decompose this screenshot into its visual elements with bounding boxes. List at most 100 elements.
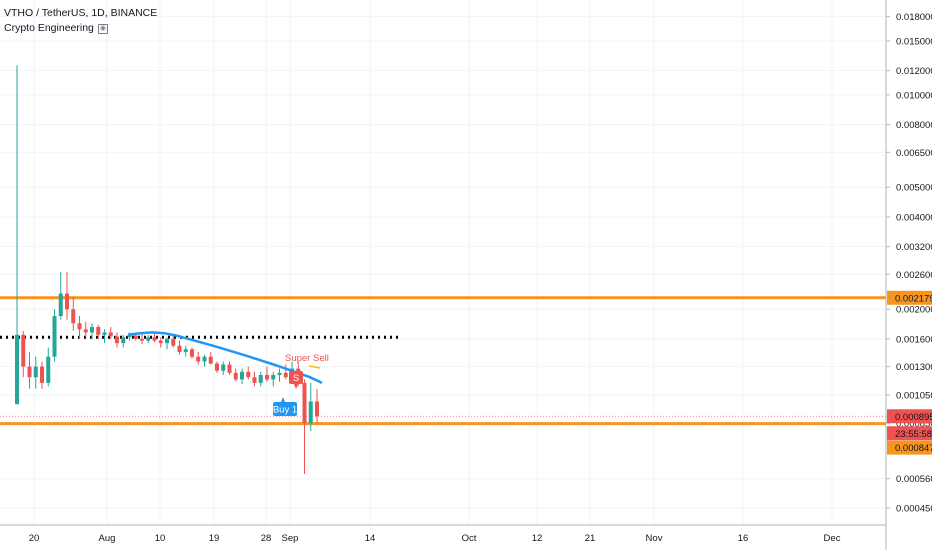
buy-tag-box [273, 402, 297, 416]
candle-body [215, 363, 219, 371]
candle-body [52, 316, 57, 357]
price-tick-label: 0.010000 [896, 90, 932, 101]
indicator-row[interactable]: Crypto Engineering ◉ [4, 21, 157, 36]
candle-body [315, 401, 319, 417]
super-sell-label: Super Sell [285, 353, 329, 364]
candle-body [202, 356, 207, 362]
candle-body [177, 345, 182, 353]
candle-body [58, 293, 63, 317]
candle-body [115, 336, 119, 344]
candle-body [265, 375, 269, 380]
symbol-title: VTHO / TetherUS, 1D, BINANCE [4, 7, 158, 19]
sell-tag-label: S [293, 373, 299, 384]
price-tick-label: 0.012000 [896, 66, 932, 77]
candle-body [190, 349, 194, 357]
ma-layer [127, 331, 323, 385]
time-tick-label: Oct [462, 533, 477, 544]
annotation-layer: Super Sell S Buy 1 [273, 353, 329, 416]
price-tick-label: 0.005000 [896, 183, 932, 194]
candle-body [77, 323, 82, 330]
symbol-row[interactable]: VTHO / TetherUS, 1D, BINANCE [4, 6, 157, 21]
price-tick-label: 0.000560 [896, 474, 932, 485]
candle-body [65, 293, 69, 310]
buy-tag-pointer [281, 397, 285, 402]
candle-body [308, 401, 313, 424]
eye-icon[interactable]: ◉ [97, 23, 108, 34]
support-price-tag-box [887, 440, 932, 455]
candle-body [152, 337, 157, 341]
candle-body [96, 326, 101, 335]
time-tick-label: Sep [282, 533, 299, 544]
candle-body [165, 338, 169, 344]
price-tick-label: 0.002000 [896, 305, 932, 316]
candle-body [208, 356, 213, 364]
time-tick-label: 14 [365, 533, 376, 544]
time-tick-label: 20 [29, 533, 40, 544]
grid-layer [0, 0, 885, 525]
time-tick-label: 19 [209, 533, 220, 544]
candle-body [146, 337, 151, 341]
candle-body [283, 372, 288, 378]
buy-tag-label: Buy 1 [273, 405, 297, 416]
time-tick-label: Dec [824, 533, 841, 544]
candle-body [27, 366, 32, 378]
candle-body [196, 356, 201, 362]
sell-tag-pointer [294, 384, 298, 389]
candle-body [233, 372, 238, 380]
candle-body [15, 334, 19, 405]
candle-body [33, 366, 38, 378]
candle-body [171, 338, 176, 346]
time-tick-label: 10 [155, 533, 166, 544]
price-tick-label: 0.002600 [896, 270, 932, 281]
moving-average-line [127, 331, 323, 385]
candle-body [46, 356, 51, 383]
last-price-tag-label: 0.000895 [895, 412, 932, 423]
price-tick-label: 0.001050 [896, 391, 932, 402]
price-tick-label: 0.008000 [896, 120, 932, 131]
time-tick-label: Nov [646, 533, 663, 544]
price-tick-label: 0.004000 [896, 212, 932, 223]
countdown-tag-box [887, 426, 932, 441]
price-tick-label: 0.000850 [896, 419, 932, 430]
price-tick-label: 0.003200 [896, 242, 932, 253]
candle-body [40, 366, 44, 383]
candle-body [252, 377, 257, 383]
price-tick-label: 0.000450 [896, 503, 932, 514]
support-price-tag-label: 0.000847 [895, 443, 932, 454]
candle-body [227, 364, 232, 373]
candle-body [158, 340, 163, 344]
candle-body [258, 375, 263, 383]
candle-body [108, 332, 113, 337]
candle-body [302, 382, 307, 424]
time-tick-label: 16 [738, 533, 749, 544]
candle-body [71, 309, 76, 324]
candle-body [240, 371, 244, 380]
price-tick-label: 0.001300 [896, 362, 932, 373]
candle-body [133, 335, 138, 339]
time-tick-label: 12 [532, 533, 543, 544]
time-tick-label: 28 [261, 533, 272, 544]
time-tick-label: Aug [99, 533, 116, 544]
candle-body [140, 338, 144, 341]
level-layer [0, 296, 886, 426]
time-tick-label: 21 [585, 533, 596, 544]
candle-body [246, 371, 251, 378]
candle-body [102, 332, 107, 335]
candle-body [127, 335, 132, 338]
candle-body [183, 349, 188, 353]
price-tick-label: 0.018000 [896, 12, 932, 23]
candle-body [21, 334, 26, 367]
level-price-tag-label: 0.002179 [895, 293, 932, 304]
candle-body [221, 364, 226, 371]
price-tick-label: 0.006500 [896, 148, 932, 159]
candle-body [90, 326, 94, 333]
candle-body [277, 372, 282, 376]
price-tick-label: 0.015000 [896, 36, 932, 47]
super-sell-arrow [308, 365, 321, 369]
sell-tag-box [289, 371, 303, 384]
indicator-name: Crypto Engineering [4, 22, 94, 34]
countdown-tag-label: 23:55:58 [895, 429, 932, 440]
